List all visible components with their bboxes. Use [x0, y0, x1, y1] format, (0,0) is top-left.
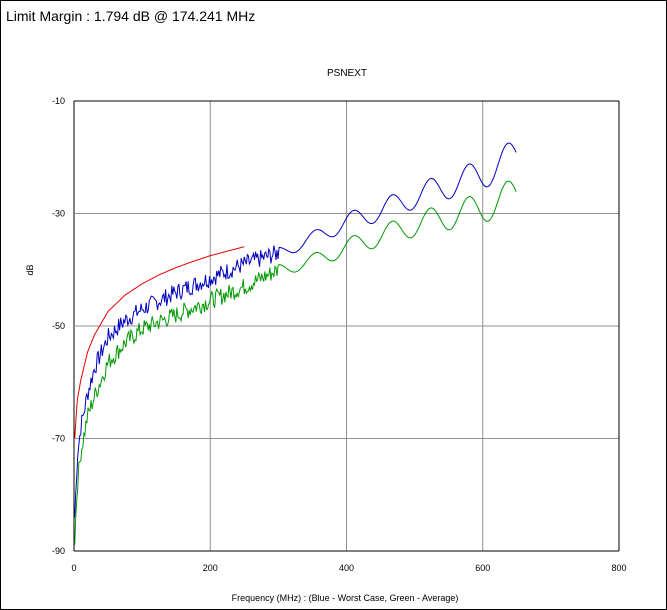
y-axis-label: dB — [25, 264, 35, 275]
x-tick-label: 200 — [203, 563, 218, 573]
average-line — [74, 180, 517, 546]
y-tick-label: -70 — [52, 434, 65, 444]
y-tick-label: -10 — [52, 96, 65, 106]
y-tick-label: -50 — [52, 321, 65, 331]
x-tick-label: 400 — [339, 563, 354, 573]
y-tick-label: -90 — [52, 546, 65, 556]
worst-case-line — [74, 142, 517, 518]
grid-lines — [73, 100, 620, 552]
x-tick-label: 600 — [475, 563, 490, 573]
limit-line — [74, 246, 245, 439]
plot-series — [74, 142, 517, 546]
x-tick-label: 0 — [71, 563, 76, 573]
limit-margin-text: Limit Margin : 1.794 dB @ 174.241 MHz — [6, 8, 256, 24]
x-tick-label: 800 — [611, 563, 626, 573]
chart-title: PSNEXT — [327, 68, 367, 79]
x-axis-label: Frequency (MHz) : (Blue - Worst Case, Gr… — [232, 593, 459, 603]
y-tick-label: -30 — [52, 209, 65, 219]
tick-labels: 0 200 400 600 800 -10 -30 -50 -70 -90 — [52, 96, 627, 573]
